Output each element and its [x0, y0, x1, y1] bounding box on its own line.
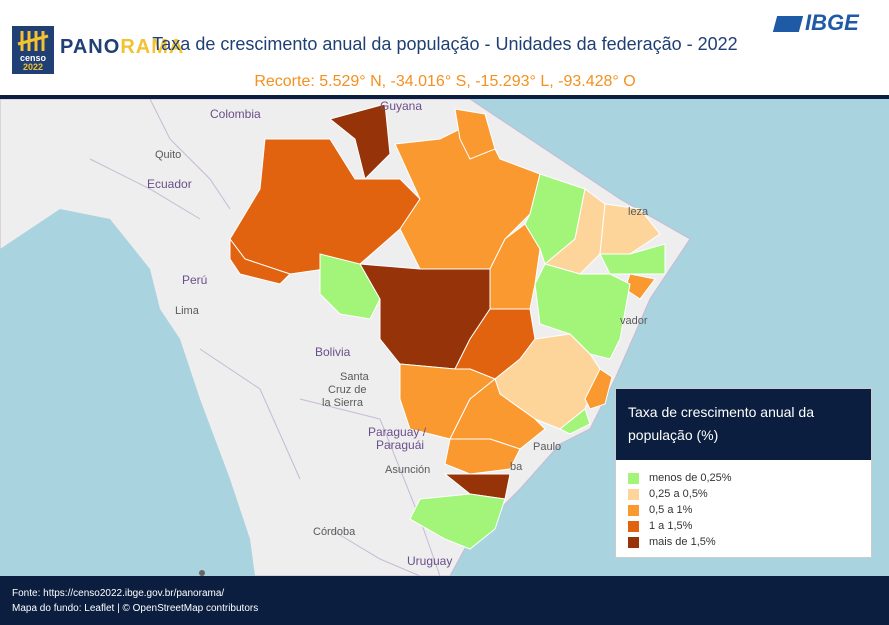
legend-item: menos de 0,25%	[628, 470, 871, 486]
state-acre	[229, 237, 291, 285]
page-subtitle: Recorte: 5.529° N, -34.016° S, -15.293° …	[254, 73, 636, 90]
state-rio-de-janeiro	[559, 408, 591, 435]
tally-icon	[17, 31, 49, 51]
logo-text: censo 2022	[14, 54, 52, 72]
label-paraguay-1: Paraguay /	[368, 425, 427, 439]
legend-swatch	[628, 472, 639, 484]
label-curitiba: ba	[510, 461, 523, 473]
footer-source[interactable]: Fonte: https://censo2022.ibge.gov.br/pan…	[12, 588, 225, 599]
map-svg	[0, 99, 691, 576]
logo-line1: censo	[19, 53, 46, 63]
ibge-mark-icon	[772, 16, 804, 32]
label-salvador: vador	[620, 315, 648, 327]
panorama-a: PANO	[60, 36, 121, 58]
label-santa-cruz-3: la Sierra	[322, 397, 363, 409]
legend-label: 0,25 a 0,5%	[649, 488, 708, 500]
footer: Fonte: https://censo2022.ibge.gov.br/pan…	[0, 576, 889, 625]
legend-item: 0,5 a 1%	[628, 502, 871, 518]
country-borders	[89, 99, 441, 576]
panorama-logo[interactable]: PANORAMA	[60, 36, 184, 59]
panorama-b: RAMA	[120, 36, 185, 58]
legend-swatch	[628, 520, 639, 532]
state-bahia	[534, 263, 631, 360]
legend-item: mais de 1,5%	[628, 534, 871, 550]
label-peru: Perú	[182, 273, 208, 287]
state-espirito-santo	[584, 368, 613, 410]
label-quito: Quito	[155, 149, 182, 161]
state-roraima	[328, 103, 391, 180]
footer-attribution[interactable]: Mapa do fundo: Leaflet | © OpenStreetMap…	[12, 603, 259, 614]
label-bolivia: Bolivia	[315, 345, 351, 359]
galapagos	[15, 155, 29, 171]
label-uruguay: Uruguay	[407, 554, 453, 568]
state-rio-grande-do-sul	[409, 493, 506, 550]
legend-swatch	[628, 536, 639, 548]
brazil-states	[229, 103, 666, 550]
censo-logo[interactable]: censo 2022	[12, 26, 54, 74]
legend-label: menos de 0,25%	[649, 472, 732, 484]
label-lima: Lima	[175, 305, 199, 317]
label-fortaleza: leza	[628, 206, 649, 218]
label-sao-paulo: Paulo	[533, 441, 562, 453]
pacific-ocean	[0, 209, 255, 576]
legend-swatch	[628, 488, 639, 500]
state-rn-pb-pe	[599, 243, 666, 275]
legend-label: 0,5 a 1%	[649, 504, 693, 516]
label-cordoba: Córdoba	[313, 526, 356, 538]
legend-swatch	[628, 504, 639, 516]
legend-label: mais de 1,5%	[649, 536, 716, 548]
page-title: Taxa de crescimento anual da população -…	[152, 34, 738, 54]
legend-item: 0,25 a 0,5%	[628, 486, 871, 502]
legend-list: menos de 0,25% 0,25 a 0,5% 0,5 a 1% 1 a …	[616, 460, 871, 550]
label-paraguay-2: Paraguái	[376, 438, 425, 452]
header-divider	[0, 95, 889, 99]
label-asuncion: Asunción	[385, 464, 431, 476]
map[interactable]: Colombia Guyana Quito Ecuador Perú Lima …	[0, 99, 889, 576]
state-amapa	[454, 108, 496, 160]
state-amazonas	[229, 138, 421, 275]
label-santa-cruz-2: Cruz de	[328, 384, 367, 396]
label-santa-cruz-1: Santa	[340, 371, 369, 383]
label-ecuador: Ecuador	[147, 177, 192, 191]
state-ceara	[599, 203, 661, 255]
legend-title: Taxa de crescimento anual da população (…	[616, 389, 871, 460]
city-dot	[199, 570, 205, 576]
label-colombia: Colombia	[210, 107, 261, 121]
ibge-logo[interactable]: IBGE	[772, 10, 859, 36]
logo-line2: 2022	[22, 62, 44, 72]
legend-item: 1 a 1,5%	[628, 518, 871, 534]
header: censo 2022 PANORAMA Taxa de crescimento …	[0, 0, 889, 96]
ibge-text: IBGE	[805, 10, 859, 35]
state-parana	[444, 438, 521, 475]
legend-label: 1 a 1,5%	[649, 520, 693, 532]
label-guyana: Guyana	[380, 99, 423, 113]
legend: Taxa de crescimento anual da população (…	[615, 388, 872, 558]
